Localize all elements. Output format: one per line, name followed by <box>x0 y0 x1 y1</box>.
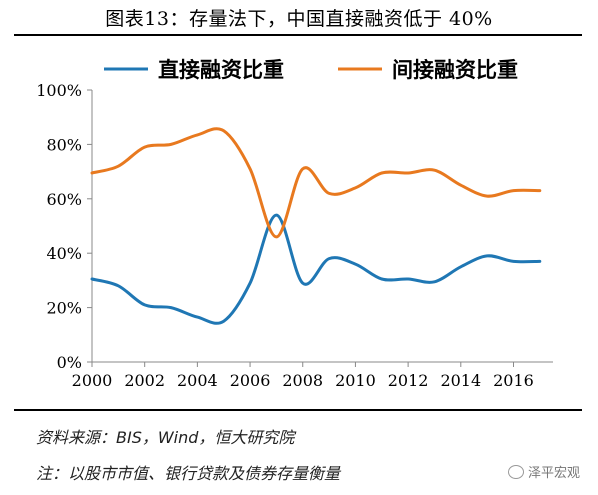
watermark: 泽平宏观 <box>507 462 580 481</box>
axes <box>91 90 553 363</box>
legend-label-1: 直接融资比重 <box>158 57 284 82</box>
x-tick-label: 2008 <box>282 371 323 390</box>
x-tick-label: 2016 <box>493 371 534 390</box>
source-rule <box>14 409 582 411</box>
x-tick-label: 2004 <box>177 371 218 390</box>
line-chart: 0% 20% 40% 60% 80% 100% 2000 2002 2004 2006 2008 20… <box>36 57 553 390</box>
y-tick-label: 0% <box>57 353 82 372</box>
y-tick-label: 80% <box>46 135 82 154</box>
tick-labels: 0% 20% 40% 60% 80% 100% 2000 2002 2004 2006 2008 20… <box>36 81 534 390</box>
x-tick-label: 2006 <box>230 371 271 390</box>
series-line-1 <box>90 213 542 325</box>
figure-title: 图表13：存量法下，中国直接融资低于 40% <box>105 8 493 30</box>
x-tick-label: 2002 <box>124 371 165 390</box>
wechat-icon <box>507 464 524 479</box>
measurement-note: 注：以股市市值、银行贷款及债券存量衡量 <box>36 464 341 483</box>
y-tick-label: 100% <box>36 81 82 100</box>
series-line-2 <box>90 127 542 239</box>
series-lines <box>90 127 542 325</box>
x-tick-label: 2012 <box>388 371 429 390</box>
title-rule <box>14 34 582 36</box>
y-tick-label: 40% <box>46 244 82 263</box>
legend: 直接融资比重 间接融资比重 <box>104 57 518 82</box>
x-tick-label: 2000 <box>72 371 113 390</box>
legend-label-2: 间接融资比重 <box>392 57 518 82</box>
source-note: 资料来源：BIS，Wind，恒大研究院 <box>36 428 295 447</box>
y-tick-label: 60% <box>46 190 82 209</box>
x-tick-label: 2014 <box>440 371 481 390</box>
x-tick-label: 2010 <box>335 371 376 390</box>
watermark-label: 泽平宏观 <box>527 466 580 481</box>
y-tick-label: 20% <box>46 299 82 318</box>
